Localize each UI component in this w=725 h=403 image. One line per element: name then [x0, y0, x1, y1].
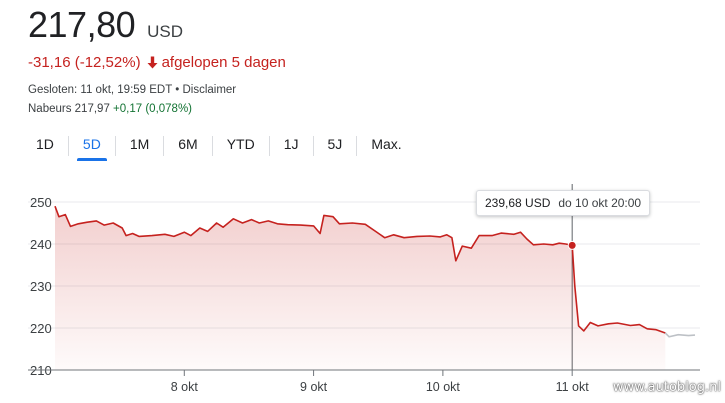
selected-point — [567, 240, 577, 250]
chart-series — [28, 184, 700, 371]
after-hours-label: Nabeurs 217,97 — [28, 103, 110, 115]
change-period: afgelopen 5 dagen — [161, 54, 286, 71]
after-hours-line — [664, 332, 696, 338]
tab-5d[interactable]: 5D — [69, 133, 115, 161]
arrow-down-icon — [147, 56, 158, 69]
tab-ytd[interactable]: YTD — [226, 136, 255, 152]
tab-1j[interactable]: 1J — [283, 136, 299, 152]
after-hours-change: +0,17 (0,078%) — [113, 103, 193, 115]
y-tick-label: 250 — [30, 195, 52, 210]
x-tick-label: 10 okt — [426, 380, 461, 394]
tab-divider — [67, 136, 69, 156]
x-tick-label: 9 okt — [300, 380, 328, 394]
tooltip-date: do 10 okt 20:00 — [558, 196, 642, 210]
price-change: -31,16 (-12,52%) afgelopen 5 dagen — [28, 54, 286, 71]
after-hours: Nabeurs 217,97 +0,17 (0,078%) — [28, 103, 192, 115]
current-price: 217,80 — [28, 4, 136, 45]
y-tick-label: 220 — [30, 321, 52, 336]
range-tabs: 1D 5D 1M 6M YTD 1J 5J Max. — [22, 133, 416, 161]
series-area — [55, 206, 666, 370]
y-tick-label: 240 — [30, 237, 52, 252]
market-status: Gesloten: 11 okt, 19:59 EDT • Disclaimer — [28, 84, 237, 96]
x-axis-ticks: 8 okt 9 okt 10 okt 11 okt — [171, 370, 590, 394]
price-tooltip: 239,68 USD do 10 okt 20:00 — [476, 190, 651, 216]
tab-divider — [268, 136, 270, 156]
tooltip-price: 239,68 USD — [485, 196, 551, 210]
tab-5j[interactable]: 5J — [327, 136, 343, 152]
tab-max[interactable]: Max. — [371, 136, 402, 152]
change-value: -31,16 (-12,52%) — [28, 54, 141, 71]
tab-divider — [356, 136, 358, 156]
quote-header: 217,80 USD — [28, 4, 183, 46]
tab-6m[interactable]: 6M — [178, 136, 198, 152]
tab-divider — [312, 136, 314, 156]
watermark: www.autoblog.nl — [612, 380, 721, 395]
tab-1d[interactable]: 1D — [36, 136, 54, 152]
currency-label: USD — [147, 22, 184, 41]
tab-1m[interactable]: 1M — [129, 136, 150, 152]
tab-divider — [114, 136, 116, 156]
tab-divider — [211, 136, 213, 156]
x-tick-label: 8 okt — [171, 380, 199, 394]
x-tick-label: 11 okt — [556, 380, 590, 394]
tab-divider — [163, 136, 165, 156]
y-tick-label: 230 — [30, 279, 52, 294]
